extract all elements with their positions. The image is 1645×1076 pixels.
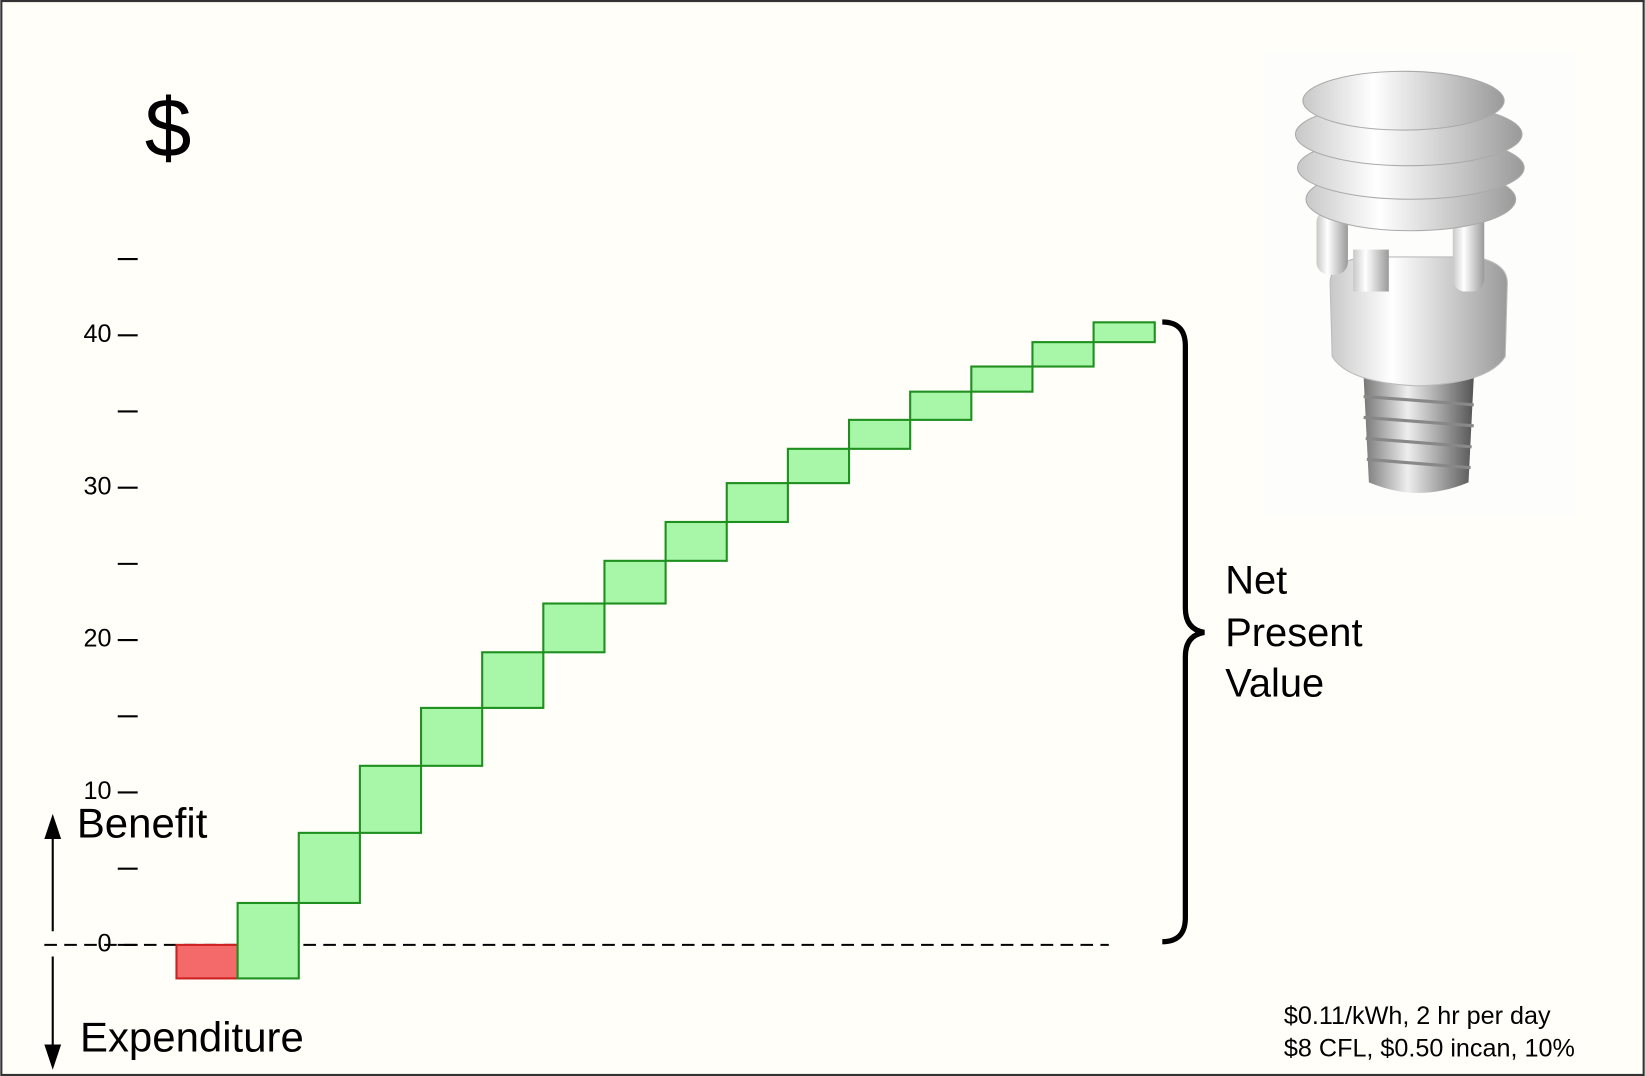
bar xyxy=(358,764,423,834)
y-tick-label: 40 xyxy=(83,320,111,348)
bar xyxy=(725,482,789,524)
benefit-label: Benefit xyxy=(77,799,208,846)
note: $8 CFL, $0.50 incan, 10% xyxy=(1284,1034,1575,1062)
bracket xyxy=(1162,319,1205,945)
bar xyxy=(297,831,361,905)
y-tick-label: 10 xyxy=(83,777,111,805)
arrows xyxy=(44,813,62,1070)
bulb-image xyxy=(1264,50,1577,516)
bar xyxy=(603,559,667,605)
y-tick-label: 20 xyxy=(83,625,111,653)
bar xyxy=(1092,321,1156,344)
bar xyxy=(1031,341,1095,368)
bar xyxy=(664,520,728,562)
note: $0.11/kWh, 2 hr per day xyxy=(1284,1002,1551,1030)
bar xyxy=(481,651,545,709)
bar xyxy=(970,365,1034,393)
bar xyxy=(847,418,912,450)
bracket-label: Present xyxy=(1225,611,1362,655)
bar xyxy=(419,706,484,767)
y-axis-label: $ xyxy=(145,80,192,174)
bracket-label: Value xyxy=(1225,661,1324,705)
bracket-label: Net xyxy=(1225,559,1287,603)
bar xyxy=(786,447,851,485)
y-tick-label: 0 xyxy=(97,930,111,958)
bar xyxy=(909,390,973,421)
bar xyxy=(175,943,239,980)
bar xyxy=(542,602,606,654)
expenditure-label: Expenditure xyxy=(80,1013,304,1060)
bar xyxy=(236,901,300,980)
y-tick-label: 30 xyxy=(83,472,111,500)
